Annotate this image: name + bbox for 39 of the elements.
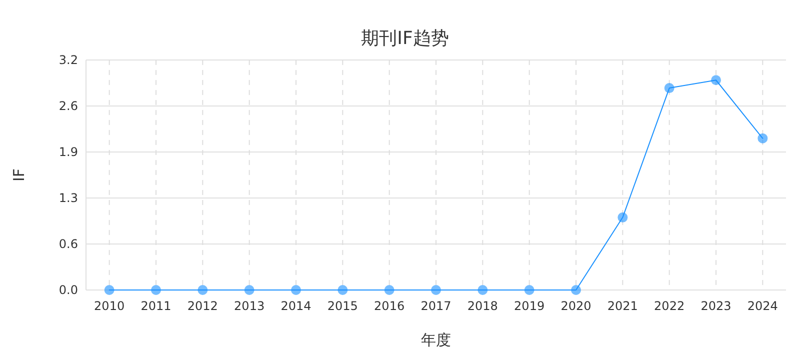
point (151, 285, 161, 295)
y-tick-label: 0.0 (58, 283, 78, 297)
x-tick-label: 2021 (607, 299, 638, 313)
x-tick-label: 2020 (560, 299, 592, 313)
point (338, 285, 348, 295)
point (478, 285, 488, 295)
point (384, 285, 394, 295)
x-tick-label: 2017 (420, 299, 452, 313)
y-tick-label: 1.3 (58, 191, 78, 205)
point (244, 285, 254, 295)
point (571, 285, 581, 295)
point (198, 285, 208, 295)
x-tick-label: 2018 (467, 299, 498, 313)
x-tick-label: 2016 (374, 299, 405, 313)
point (431, 285, 441, 295)
x-tick-label: 2024 (747, 299, 778, 313)
point (524, 285, 534, 295)
point (618, 212, 628, 222)
y-tick-label: 0.6 (58, 237, 78, 251)
x-tick-label: 2013 (234, 299, 265, 313)
y-tick-label: 2.6 (58, 99, 78, 113)
y-tick-label: 1.9 (58, 145, 78, 159)
x-axis-title: 年度 (421, 331, 451, 349)
x-tick-label: 2019 (514, 299, 545, 313)
x-tick-label: 2011 (140, 299, 172, 313)
y-axis-title: IF (10, 168, 28, 182)
x-tick-label: 2012 (187, 299, 218, 313)
x-tick-label: 2014 (280, 299, 312, 313)
point (711, 75, 721, 86)
y-tick-label: 3.2 (58, 53, 78, 67)
point (291, 285, 301, 295)
x-tick-label: 2022 (654, 299, 685, 313)
chart-title: 期刊IF趋势 (361, 28, 449, 49)
point (664, 83, 674, 94)
point (758, 133, 768, 144)
x-tick-label: 2023 (700, 299, 732, 313)
point (104, 285, 114, 295)
x-tick-label: 2015 (327, 299, 358, 313)
x-tick-label: 2010 (94, 299, 125, 313)
